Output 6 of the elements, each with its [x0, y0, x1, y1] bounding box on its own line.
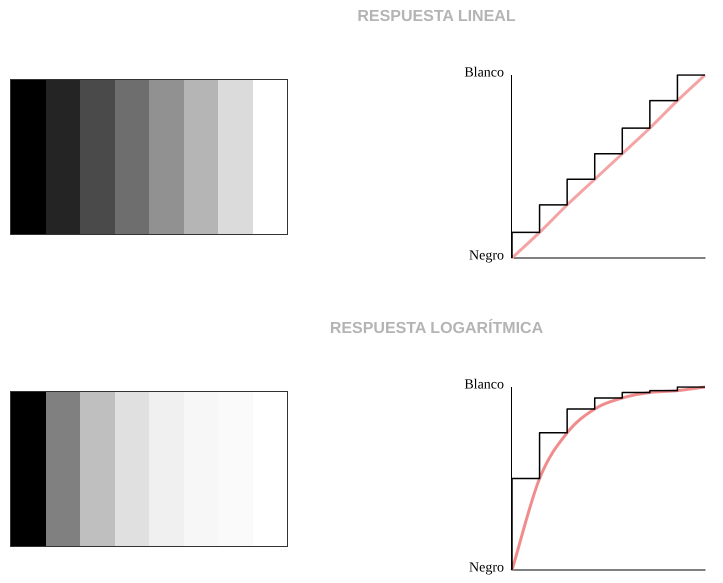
text: Negro [469, 560, 504, 576]
chart-title: RESPUESTA LINEAL [356, 8, 517, 26]
text: Blanco [464, 66, 504, 81]
chart-title: RESPUESTA LOGARÍTMICA [328, 320, 544, 338]
text: Negro [469, 248, 504, 264]
text: Blanco [464, 378, 504, 393]
